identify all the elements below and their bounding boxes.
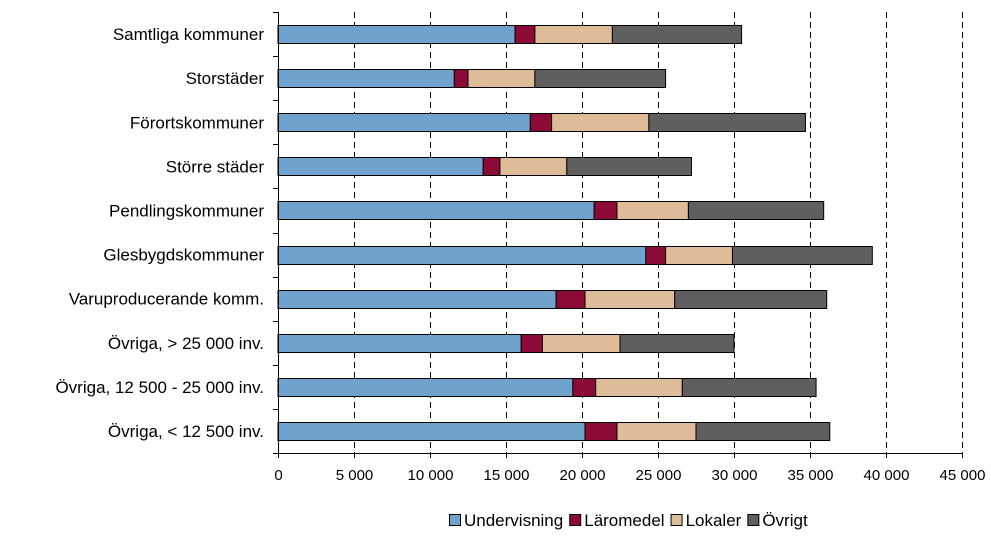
- legend-swatch: [449, 514, 461, 526]
- bar-segment: [611, 25, 743, 44]
- bar-segment: [277, 113, 531, 132]
- x-tick-label: 20 000: [560, 467, 606, 484]
- x-tick-label: 30 000: [712, 467, 758, 484]
- x-tick-label: 45 000: [940, 467, 986, 484]
- bar-segment: [593, 201, 618, 220]
- bar-segment: [514, 25, 536, 44]
- bar-segment: [534, 25, 613, 44]
- bar-segment: [277, 334, 522, 353]
- bar-segment: [520, 334, 543, 353]
- bar-segment: [453, 69, 469, 88]
- legend-label: Läromedel: [584, 511, 664, 530]
- legend-label: Undervisning: [464, 511, 563, 530]
- bar-segment: [277, 290, 557, 309]
- category-label: Övriga, < 12 500 inv.: [108, 422, 264, 441]
- bar-segment: [645, 246, 667, 265]
- bar-segment: [648, 113, 806, 132]
- bar-segment: [584, 290, 676, 309]
- bar-segment: [616, 422, 697, 441]
- x-tick-labels: 0 5 000 10 000 15 000 20 000 25 000 30 000 35 0…: [274, 467, 985, 484]
- bar-segment: [555, 290, 586, 309]
- bar-segment: [584, 422, 618, 441]
- category-labels: Samtliga kommuner Storstäder Förortskommun…: [55, 25, 264, 441]
- x-tick-label: 35 000: [788, 467, 834, 484]
- bar-segment: [616, 201, 689, 220]
- bar-segment: [482, 157, 501, 176]
- x-tick-label: 25 000: [636, 467, 682, 484]
- bar-segment: [467, 69, 536, 88]
- bar-segment: [695, 422, 831, 441]
- category-label: Övriga, 12 500 - 25 000 inv.: [55, 378, 264, 397]
- bar-segment: [499, 157, 568, 176]
- category-label: Samtliga kommuner: [113, 25, 265, 44]
- bar-segment: [665, 246, 733, 265]
- bar-segment: [277, 378, 574, 397]
- legend-swatch: [670, 514, 683, 526]
- legend-swatch: [569, 514, 582, 526]
- bar-segment: [595, 378, 683, 397]
- bar-segment: [277, 25, 516, 44]
- category-label: Övriga, > 25 000 inv.: [108, 334, 264, 353]
- bar-segment: [566, 157, 692, 176]
- bar-segment: [534, 69, 667, 88]
- bar-segment: [572, 378, 597, 397]
- category-label: Glesbygdskommuner: [103, 246, 264, 265]
- x-tick-label: 5 000: [336, 467, 374, 484]
- legend: Undervisning Läromedel Lokaler Övrigt: [449, 511, 808, 530]
- bar-segment: [277, 69, 455, 88]
- bar-segment: [277, 246, 647, 265]
- bar-segment: [687, 201, 825, 220]
- category-label: Varuproducerande komm.: [69, 290, 264, 309]
- bar-segment: [681, 378, 817, 397]
- bar-segment: [277, 157, 484, 176]
- bars: [277, 25, 873, 441]
- bar-segment: [551, 113, 650, 132]
- axes: [273, 12, 963, 458]
- legend-label: Lokaler: [686, 511, 742, 530]
- category-label: Större städer: [166, 157, 265, 176]
- bar-segment: [277, 422, 586, 441]
- category-label: Förortskommuner: [130, 113, 264, 132]
- bar-segment: [674, 290, 828, 309]
- bar-segment: [529, 113, 553, 132]
- x-tick-label: 0: [274, 467, 282, 484]
- bar-segment: [731, 246, 873, 265]
- bar-segment: [277, 201, 595, 220]
- legend-label: Övrigt: [762, 511, 808, 530]
- x-tick-label: 40 000: [864, 467, 910, 484]
- category-label: Pendlingskommuner: [109, 201, 264, 220]
- legend-swatch: [747, 514, 760, 526]
- x-tick-label: 10 000: [408, 467, 454, 484]
- category-label: Storstäder: [186, 69, 265, 88]
- bar-segment: [541, 334, 621, 353]
- x-tick-label: 15 000: [484, 467, 530, 484]
- bar-segment: [619, 334, 735, 353]
